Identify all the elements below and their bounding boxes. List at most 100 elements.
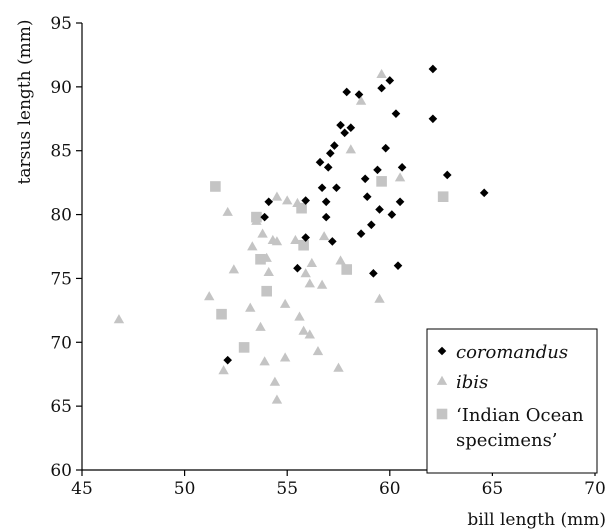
data-point-triangle	[376, 68, 387, 78]
data-point-diamond	[373, 165, 382, 175]
axes: 60 65 70 75 80 85 90 95 45 50 55 60 65 70	[50, 14, 605, 499]
data-point-triangle	[113, 314, 125, 324]
data-point-triangle	[259, 356, 270, 366]
data-point-diamond	[301, 196, 310, 205]
data-point-square	[298, 239, 309, 251]
data-point-diamond	[479, 188, 489, 198]
data-point-square	[376, 176, 387, 187]
data-point-triangle	[304, 278, 315, 288]
data-point-diamond	[260, 212, 269, 222]
data-point-square	[251, 211, 262, 223]
data-point-triangle	[245, 302, 256, 312]
legend: coromandus ibis ‘Indian Ocean specimens’	[426, 328, 598, 474]
data-point-square	[210, 181, 221, 192]
data-point-diamond	[317, 183, 327, 193]
data-point-diamond	[385, 76, 395, 85]
data-point-diamond	[369, 269, 378, 278]
data-point-triangle	[271, 394, 283, 404]
data-point-triangle	[204, 291, 215, 301]
data-point-triangle	[345, 144, 357, 154]
x-tick-label: 55	[276, 479, 298, 499]
data-point-square	[255, 253, 266, 265]
data-point-diamond	[393, 261, 403, 270]
data-point-diamond	[362, 192, 372, 201]
y-tick-label: 75	[50, 269, 72, 289]
data-point-diamond	[321, 197, 331, 207]
data-point-triangle	[257, 228, 268, 238]
data-point-diamond	[342, 87, 352, 97]
data-point-triangle	[306, 257, 318, 268]
legend-label: ‘Indian Ocean	[456, 405, 584, 426]
data-point-triangle	[228, 264, 240, 274]
data-point-triangle	[279, 352, 291, 362]
data-point-diamond	[354, 90, 364, 99]
legend-label-line2: specimens’	[456, 430, 558, 451]
legend-label: coromandus	[456, 342, 568, 363]
data-point-square	[437, 191, 449, 202]
data-point-diamond	[356, 229, 366, 239]
data-point-triangle	[271, 191, 283, 201]
data-point-diamond	[332, 183, 341, 193]
legend-marker-diamond	[437, 346, 447, 356]
data-point-triangle	[333, 362, 344, 372]
data-point-triangle	[263, 266, 274, 276]
y-tick-label: 65	[50, 397, 72, 417]
data-point-triangle	[374, 293, 385, 303]
y-tick-label: 85	[50, 142, 72, 162]
data-point-diamond	[315, 157, 325, 167]
x-tick-label: 65	[482, 479, 504, 499]
data-point-diamond	[223, 355, 232, 365]
data-point-diamond	[395, 197, 405, 207]
data-point-diamond	[336, 120, 345, 130]
y-tick-label: 70	[50, 333, 72, 353]
data-point-diamond	[346, 123, 356, 133]
data-point-diamond	[330, 141, 339, 150]
data-point-triangle	[247, 241, 258, 251]
data-point-triangle	[318, 231, 330, 241]
y-tick-label: 95	[50, 14, 72, 34]
series-square	[210, 176, 449, 353]
data-point-triangle	[218, 365, 229, 375]
data-point-triangle	[255, 321, 266, 331]
legend-marker-square	[436, 408, 448, 420]
x-tick-label: 45	[71, 479, 93, 499]
data-point-diamond	[442, 170, 452, 180]
plot-area	[113, 64, 489, 404]
x-tick-label: 50	[174, 479, 196, 499]
data-point-triangle	[279, 298, 291, 308]
data-point-diamond	[264, 197, 274, 207]
data-point-diamond	[360, 174, 370, 184]
data-point-triangle	[312, 346, 324, 356]
data-point-diamond	[293, 263, 302, 273]
data-point-square	[296, 202, 307, 214]
legend-box	[426, 328, 598, 474]
data-point-diamond	[428, 64, 438, 74]
data-point-diamond	[377, 83, 386, 93]
data-point-diamond	[325, 148, 335, 158]
legend-label: ibis	[456, 372, 488, 393]
data-point-diamond	[367, 220, 376, 230]
data-point-square	[341, 264, 353, 275]
data-point-triangle	[290, 234, 301, 245]
data-point-diamond	[428, 114, 438, 124]
data-point-square	[238, 342, 250, 353]
data-point-diamond	[340, 128, 349, 138]
x-tick-label: 70	[584, 479, 606, 499]
data-point-triangle	[282, 195, 293, 205]
data-point-diamond	[375, 205, 384, 214]
data-point-triangle	[222, 206, 233, 216]
legend-marker-triangle	[436, 375, 448, 385]
series-diamond	[223, 64, 489, 365]
data-point-triangle	[304, 329, 315, 339]
data-point-diamond	[397, 163, 407, 172]
data-point-diamond	[323, 163, 333, 172]
data-point-triangle	[355, 95, 367, 105]
y-tick-label: 80	[50, 206, 72, 226]
data-point-diamond	[381, 143, 390, 153]
data-point-triangle	[294, 311, 305, 321]
data-point-diamond	[328, 237, 337, 246]
data-point-square	[261, 285, 272, 297]
data-point-triangle	[269, 376, 281, 386]
data-point-diamond	[387, 210, 397, 219]
